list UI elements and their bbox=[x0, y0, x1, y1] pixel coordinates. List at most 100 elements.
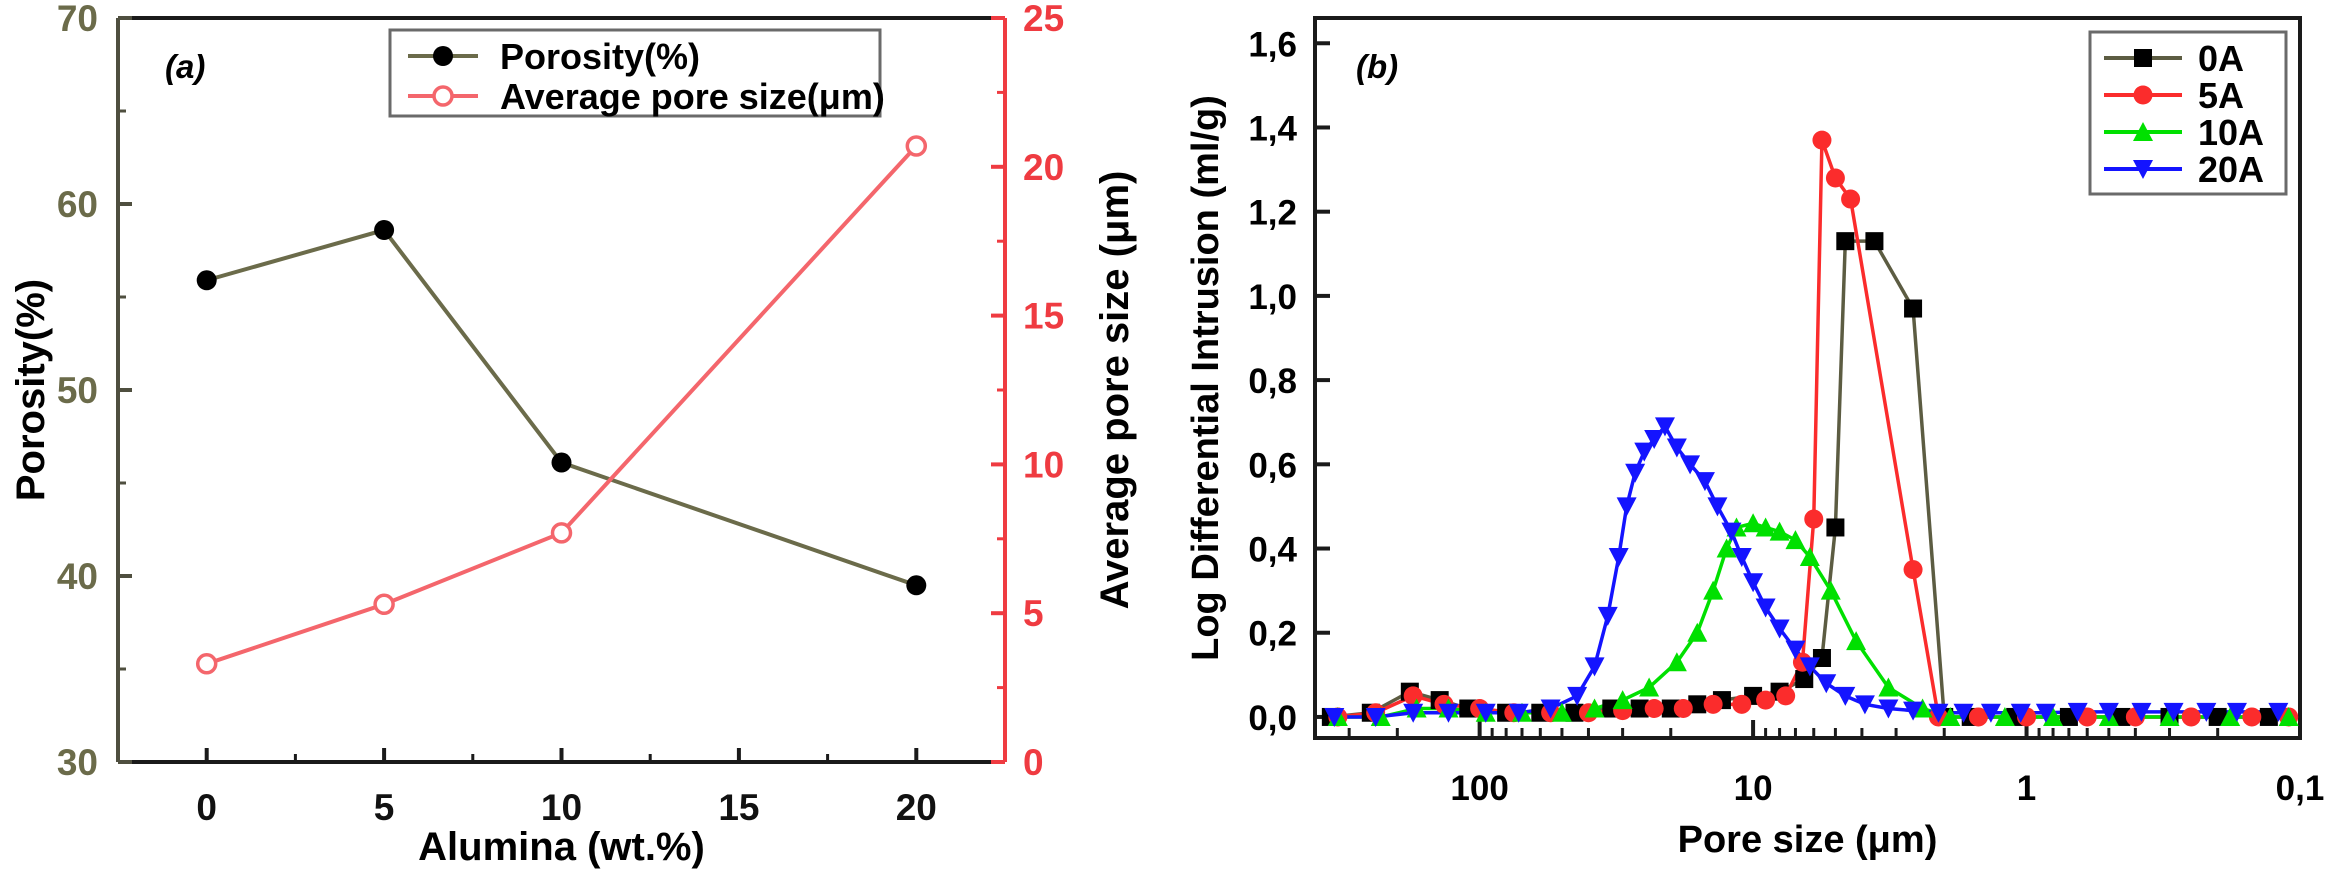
panel-b-marker-triangle-down bbox=[2131, 702, 2152, 722]
panel-b-marker-triangle-down bbox=[1980, 703, 2001, 723]
panel-b-xtick-label: 0,1 bbox=[2276, 769, 2325, 808]
panel-b-ytick-label: 0,0 bbox=[1248, 699, 1297, 738]
panel-b-marker-triangle-down bbox=[1928, 703, 1949, 723]
panel-b-marker-triangle-down bbox=[1365, 707, 1386, 727]
panel-a-ytick-label: 70 bbox=[57, 0, 98, 39]
panel-b-marker-triangle-down bbox=[1694, 472, 1715, 492]
panel-b-ytick-label: 1,2 bbox=[1248, 194, 1297, 233]
panel-b-marker-triangle-up bbox=[1940, 706, 1961, 726]
panel-b-marker-triangle-down bbox=[2098, 702, 2119, 722]
panel-b-marker-triangle-down bbox=[1785, 640, 1806, 660]
panel-b-marker-triangle-down bbox=[1953, 703, 1974, 723]
panel-a-porosity-point bbox=[196, 270, 217, 291]
panel-b-marker-triangle-down bbox=[2010, 703, 2031, 723]
panel-a-legend-marker-porosity bbox=[433, 46, 453, 66]
panel-b-marker-triangle-down bbox=[1567, 686, 1588, 706]
panel-a-poresize-point bbox=[195, 653, 218, 675]
panel-b-marker-square bbox=[1836, 232, 1855, 251]
panel-b-marker-triangle-down bbox=[1584, 657, 1605, 677]
panel-b-marker-triangle-up bbox=[1703, 580, 1724, 600]
panel-a-y2tick-label: 0 bbox=[1023, 742, 1044, 783]
panel-b-ytick-label: 0,4 bbox=[1248, 531, 1297, 570]
panel-b-marker-triangle-down bbox=[2226, 702, 2247, 722]
panel-b-svg: 0,0 0,2 0,4 0,6 0,8 1,0 1,2 1,4 1,6 100 10 1 0,1 (b) 0… bbox=[1185, 16, 2325, 861]
panel-a-y2tick-label: 5 bbox=[1023, 593, 1044, 634]
panel-a-y2tick-label: 10 bbox=[1023, 444, 1064, 485]
panel-a-yaxis-title: Porosity(%) bbox=[9, 279, 53, 501]
panel-a-ytick-label: 50 bbox=[57, 370, 98, 411]
panel-b-marker-triangle-down bbox=[1625, 463, 1646, 483]
panel-b-yaxis-title: Log Differential Intrusion (ml/g) bbox=[1185, 95, 1227, 661]
panel-b-marker-triangle-up bbox=[2133, 122, 2153, 141]
panel-b-marker-triangle-up bbox=[1846, 631, 1867, 651]
panel-b-marker-circle bbox=[1756, 690, 1776, 710]
panel-b-ytick-label: 0,6 bbox=[1248, 446, 1297, 485]
panel-b-marker-square bbox=[2259, 707, 2278, 726]
panel-b-marker-circle bbox=[2181, 707, 2201, 727]
panel-b-marker-triangle-up bbox=[1878, 677, 1899, 697]
panel-b-xaxis-title: Pore size (μm) bbox=[1678, 819, 1938, 861]
panel-b-marker-triangle-up bbox=[1743, 513, 1764, 533]
panel-b-marker-triangle-up bbox=[1687, 622, 1708, 642]
panel-a-ytick-label: 40 bbox=[57, 556, 98, 597]
panel-b-marker-triangle-down bbox=[1769, 619, 1790, 639]
panel-b-marker-triangle-down bbox=[1597, 606, 1618, 626]
panel-b-legend-label-20A: 20A bbox=[2198, 149, 2264, 190]
panel-a-ytick-label: 60 bbox=[57, 184, 98, 225]
panel-b-marker-triangle-up bbox=[1666, 652, 1687, 672]
panel-b-series-line-10A bbox=[1337, 521, 2289, 719]
panel-b-marker-circle bbox=[1903, 560, 1923, 580]
panel-a-series-poresize-line bbox=[206, 144, 918, 666]
panel-b-marker-circle bbox=[2133, 85, 2153, 105]
panel-b-marker-triangle-down bbox=[1707, 497, 1728, 517]
panel-b-marker-triangle-up bbox=[1716, 538, 1737, 558]
panel-b-ytick-label: 0,8 bbox=[1248, 362, 1297, 401]
panel-b-legend-label-10A: 10A bbox=[2198, 112, 2264, 153]
panel-b-marker-triangle-down bbox=[2067, 702, 2088, 722]
panel-b-marker-triangle-down bbox=[1634, 442, 1655, 462]
panel-b-marker-triangle-up bbox=[1551, 702, 1572, 722]
panel-b-marker-triangle-down bbox=[1644, 430, 1665, 450]
panel-b-marker-triangle-up bbox=[1799, 546, 1820, 566]
panel-b-marker-triangle-up bbox=[2043, 706, 2064, 726]
panel-a-legend-box bbox=[388, 28, 882, 118]
panel-b-marker-triangle-down bbox=[1540, 699, 1561, 719]
panel-a-xtick-label: 5 bbox=[374, 787, 395, 828]
panel-b-marker-triangle-down bbox=[1755, 598, 1776, 618]
panel-a-poresize-point bbox=[905, 135, 928, 157]
panel-b-marker-square bbox=[1565, 703, 1584, 722]
panel-b-marker-triangle-down bbox=[1438, 703, 1459, 723]
panel-a-porosity-point bbox=[551, 452, 572, 473]
panel-b-marker-triangle-down bbox=[1324, 707, 1345, 727]
panel-b-marker-square bbox=[1865, 232, 1884, 251]
panel-b-marker-square bbox=[1795, 670, 1814, 689]
panel-b-marker-circle bbox=[1644, 699, 1664, 719]
panel-b-ytick-label: 0,2 bbox=[1248, 615, 1297, 654]
panel-b-marker-triangle-down bbox=[1508, 703, 1529, 723]
panel-b-marker-triangle-down bbox=[1608, 547, 1629, 567]
panel-b-marker-triangle-down bbox=[2163, 702, 2184, 722]
panel-b-marker-circle bbox=[1825, 168, 1845, 188]
panel-b-marker-triangle-up bbox=[1912, 698, 1933, 718]
panel-b-marker-circle bbox=[1732, 694, 1752, 714]
panel-b-marker-square bbox=[2112, 707, 2131, 726]
panel-b-legend-label-5A: 5A bbox=[2198, 75, 2244, 116]
panel-a-legend-marker-poresize bbox=[432, 85, 454, 107]
panel-b-marker-triangle-down bbox=[1854, 695, 1875, 715]
panel-b-marker-square bbox=[2208, 707, 2227, 726]
panel-b-tag: (b) bbox=[1356, 48, 1398, 85]
panel-b-marker-circle bbox=[1841, 189, 1861, 209]
panel-a-y2tick-label: 25 bbox=[1023, 0, 1064, 39]
panel-b-marker-circle bbox=[2242, 707, 2262, 727]
panel-a-tag: (a) bbox=[165, 48, 205, 85]
panel-a-ytick-label: 30 bbox=[57, 742, 98, 783]
panel-a-y2tick-label: 20 bbox=[1023, 147, 1064, 188]
panel-b-marker-square bbox=[2134, 49, 2152, 67]
panel-b-marker-triangle-up bbox=[2159, 706, 2180, 726]
panel-b-plot-frame bbox=[1313, 16, 2302, 740]
panel-b-marker-triangle-down bbox=[1616, 497, 1637, 517]
panel-a-porosity-chart: 30 40 50 60 70 0 5 10 15 20 25 0 5 10 15 20 (a) Porosity(… bbox=[0, 0, 1160, 875]
panel-a-xtick-label: 20 bbox=[896, 787, 937, 828]
panel-b-marker-circle bbox=[1403, 686, 1423, 706]
